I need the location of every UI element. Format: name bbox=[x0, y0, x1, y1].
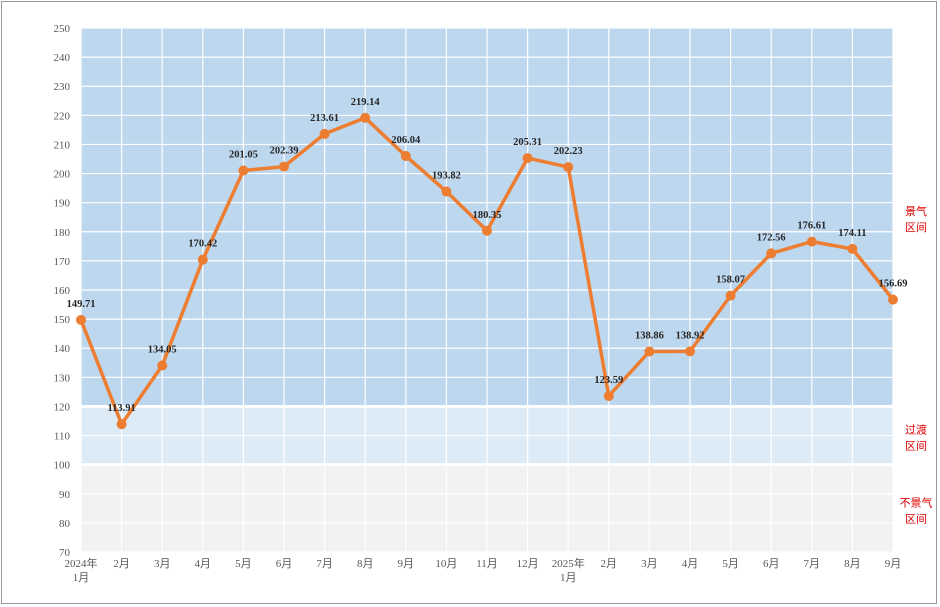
data-label: 138.92 bbox=[676, 330, 705, 341]
x-tick-label: 3月 bbox=[154, 558, 171, 570]
y-tick-label: 150 bbox=[54, 314, 71, 326]
x-tick-label: 12月 bbox=[517, 558, 539, 570]
data-point bbox=[76, 314, 86, 325]
y-tick-label: 160 bbox=[54, 285, 71, 297]
y-tick-label: 240 bbox=[54, 52, 71, 64]
y-tick-label: 130 bbox=[54, 372, 71, 384]
data-label: 213.61 bbox=[310, 113, 339, 124]
data-label: 176.61 bbox=[797, 221, 826, 232]
data-point bbox=[888, 294, 898, 305]
y-tick-label: 140 bbox=[54, 343, 71, 355]
y-axis-ticks: 70 80 90 100 110 120 130 140 150 160 170 180 190 200 2… bbox=[54, 23, 71, 559]
data-point bbox=[400, 150, 411, 161]
data-point bbox=[563, 162, 574, 173]
data-point bbox=[157, 360, 168, 371]
data-label: 134.05 bbox=[148, 345, 177, 356]
x-tick-label: 11月 bbox=[476, 558, 498, 570]
data-label: 206.04 bbox=[391, 135, 421, 146]
data-label: 205.31 bbox=[513, 137, 542, 148]
data-point bbox=[806, 236, 817, 247]
y-tick-label: 100 bbox=[54, 460, 71, 472]
x-tick-label: 6月 bbox=[763, 558, 780, 570]
data-label: 174.11 bbox=[838, 228, 866, 239]
data-label: 172.56 bbox=[757, 232, 786, 243]
data-point bbox=[279, 161, 289, 172]
y-tick-label: 190 bbox=[54, 198, 71, 210]
data-point bbox=[847, 243, 858, 254]
x-tick-label: 9月 bbox=[398, 558, 415, 570]
x-tick-label: 4月 bbox=[682, 558, 699, 570]
data-label: 180.35 bbox=[473, 210, 502, 221]
data-point bbox=[482, 225, 492, 236]
x-tick-label: 2月 bbox=[601, 558, 618, 570]
gridlines bbox=[80, 27, 894, 553]
data-label: 202.39 bbox=[270, 146, 299, 157]
data-point bbox=[522, 153, 533, 164]
y-tick-label: 170 bbox=[54, 256, 71, 268]
x-tick-label: 8月 bbox=[357, 558, 374, 570]
data-point bbox=[238, 165, 249, 176]
data-label: 149.71 bbox=[67, 299, 96, 310]
x-tick-label: 7月 bbox=[804, 558, 821, 570]
x-axis-ticks: 2024年 1月 2月 3月 4月 5月 6月 7月 8月 9月 10月 11月 12月 2025年 1月 2… bbox=[65, 556, 902, 584]
x-tick-label: 7月 bbox=[316, 558, 333, 570]
x-tick-label: 9月 bbox=[885, 558, 902, 570]
data-label: 158.07 bbox=[716, 275, 745, 286]
x-tick-label: 4月 bbox=[195, 558, 212, 570]
data-label: 170.42 bbox=[188, 239, 217, 250]
data-point bbox=[603, 390, 614, 401]
data-label: 202.23 bbox=[554, 146, 583, 157]
x-tick-label: 2024年 1月 bbox=[65, 556, 98, 584]
y-tick-label: 70 bbox=[59, 547, 71, 559]
data-point bbox=[441, 186, 452, 197]
data-label: 219.14 bbox=[351, 97, 381, 108]
y-tick-label: 180 bbox=[54, 227, 71, 239]
data-point bbox=[116, 419, 127, 430]
data-label: 201.05 bbox=[229, 149, 258, 160]
y-tick-label: 200 bbox=[54, 169, 71, 181]
data-label: 138.86 bbox=[635, 331, 664, 342]
y-tick-label: 230 bbox=[54, 81, 71, 93]
y-tick-label: 210 bbox=[54, 139, 71, 151]
data-point bbox=[197, 254, 208, 265]
y-tick-label: 110 bbox=[54, 431, 71, 443]
data-points bbox=[76, 112, 898, 430]
data-label: 123.59 bbox=[594, 375, 623, 386]
y-tick-label: 220 bbox=[54, 110, 71, 122]
data-point bbox=[725, 290, 736, 301]
x-tick-label: 8月 bbox=[844, 558, 861, 570]
data-label: 193.82 bbox=[432, 171, 461, 182]
y-tick-label: 250 bbox=[54, 23, 71, 35]
data-point bbox=[319, 128, 330, 139]
x-tick-label: 5月 bbox=[722, 558, 739, 570]
x-tick-label: 2月 bbox=[113, 558, 130, 570]
x-tick-label: 6月 bbox=[276, 558, 293, 570]
data-point bbox=[766, 248, 777, 259]
data-labels: 149.71 113.91 134.05 170.42 201.05 202.39 213.… bbox=[67, 97, 908, 414]
x-tick-label: 5月 bbox=[235, 558, 252, 570]
data-point bbox=[685, 346, 695, 357]
zone-label-1: 过渡区间 bbox=[905, 423, 927, 453]
data-point bbox=[360, 112, 371, 123]
x-tick-label: 10月 bbox=[435, 558, 457, 570]
y-tick-label: 120 bbox=[54, 401, 71, 413]
data-point bbox=[644, 346, 655, 357]
zone-label-2: 不景气区间 bbox=[900, 495, 933, 525]
data-label: 156.69 bbox=[879, 279, 908, 290]
data-label: 113.91 bbox=[107, 403, 135, 414]
x-tick-label: 2025年 1月 bbox=[552, 556, 585, 584]
x-tick-label: 3月 bbox=[641, 558, 658, 570]
y-tick-label: 90 bbox=[59, 489, 71, 501]
y-tick-label: 80 bbox=[59, 518, 71, 530]
zone-label-0: 景气区间 bbox=[905, 204, 927, 234]
